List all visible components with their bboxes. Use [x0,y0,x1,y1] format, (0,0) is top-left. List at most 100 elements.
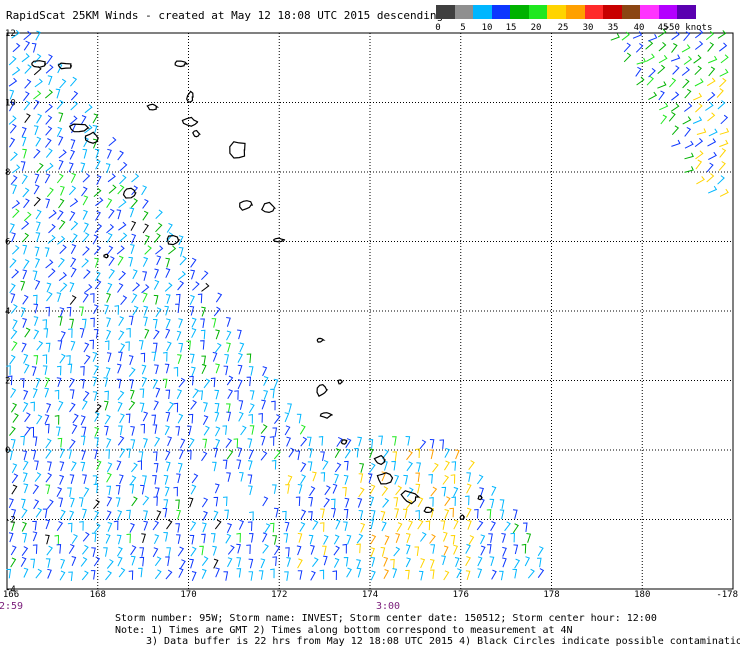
wind-barb [80,556,88,567]
wind-barb [296,413,302,424]
wind-barb [116,378,122,389]
wind-barb [92,113,99,124]
wind-barb [90,317,95,328]
wind-barb [96,175,102,186]
wind-barb [683,31,691,42]
wind-barb [190,257,197,268]
wind-barb [346,534,352,545]
island-outline [174,60,189,68]
wind-barb [11,232,16,243]
wind-barb [429,439,435,449]
wind-barb [333,534,340,545]
island-outline [229,141,246,159]
wind-barb [417,496,424,507]
wind-barb [131,173,140,183]
wind-barb [79,328,85,338]
wind-barb [69,318,75,329]
wind-barb [33,316,39,326]
wind-barb [186,340,191,351]
wind-barb [9,101,15,112]
wind-barb [248,449,254,460]
wind-barb [225,438,233,448]
wind-barb [82,209,88,220]
wind-barb [668,111,676,122]
wind-barb [240,425,247,436]
wind-barb [166,318,171,329]
wind-barb [12,208,20,218]
wind-barb [80,461,86,472]
wind-barb [20,556,27,567]
wind-barb [143,510,148,521]
wind-barb [504,521,511,532]
wind-barb [106,282,113,293]
wind-barb [8,56,17,66]
wind-barb [671,125,680,136]
wind-barb [443,570,450,581]
wind-barb [201,270,209,281]
wind-barb [192,388,199,399]
wind-barb [24,412,31,423]
wind-barb [716,88,724,98]
wind-barb [719,77,727,88]
wind-barb [420,531,427,542]
wind-barb [468,535,475,546]
wind-barb [103,547,108,557]
wind-barb [425,520,431,531]
wind-barb [645,40,654,50]
wind-barb [44,414,50,425]
wind-barb [59,282,68,292]
wind-barb [142,198,149,209]
y-tick-label: -4 [5,585,16,595]
wind-barb [11,484,18,495]
wind-barb [141,533,146,544]
wind-barb [106,559,114,569]
wind-barb [67,522,73,533]
wind-barb [151,414,157,425]
wind-barb [188,437,195,448]
wind-barb [114,305,120,315]
wind-barb [357,497,363,508]
wind-barb [20,161,26,171]
wind-barb [707,91,716,102]
wind-barb [80,366,85,376]
wind-barb [394,474,400,485]
wind-barb [213,510,219,521]
wind-barb [34,173,40,184]
wind-barb [432,462,439,473]
colorbar-tick-label: >50 knots [663,23,713,33]
wind-barb [106,317,111,328]
wind-barb [128,570,134,580]
wind-barb [24,113,31,123]
wind-barb [154,569,162,580]
wind-barb [139,547,145,557]
wind-barb [131,462,138,473]
wind-barb [187,425,192,436]
wind-barb [83,342,90,353]
wind-barb [191,473,199,484]
wind-barb [694,40,704,50]
wind-barb [68,162,74,173]
wind-barb [213,447,218,458]
wind-barb [19,378,25,388]
wind-barb [165,411,171,422]
wind-barb [131,233,137,244]
wind-barb [684,166,694,173]
wind-barb [95,159,101,170]
wind-barb [537,568,545,578]
wind-barb [331,498,336,509]
wind-barb [116,534,122,545]
wind-barb [488,533,493,543]
wind-barb [297,558,303,569]
wind-barb [708,66,716,77]
wind-barb [119,474,124,485]
wind-barb [153,463,159,473]
wind-barb [226,449,234,460]
wind-barb [719,148,727,158]
wind-barb [358,473,364,483]
wind-barb [9,354,16,365]
wind-barb [68,328,73,338]
wind-barb [429,497,434,507]
wind-barb [130,220,137,231]
wind-barb [12,413,19,423]
wind-barb [84,104,93,114]
